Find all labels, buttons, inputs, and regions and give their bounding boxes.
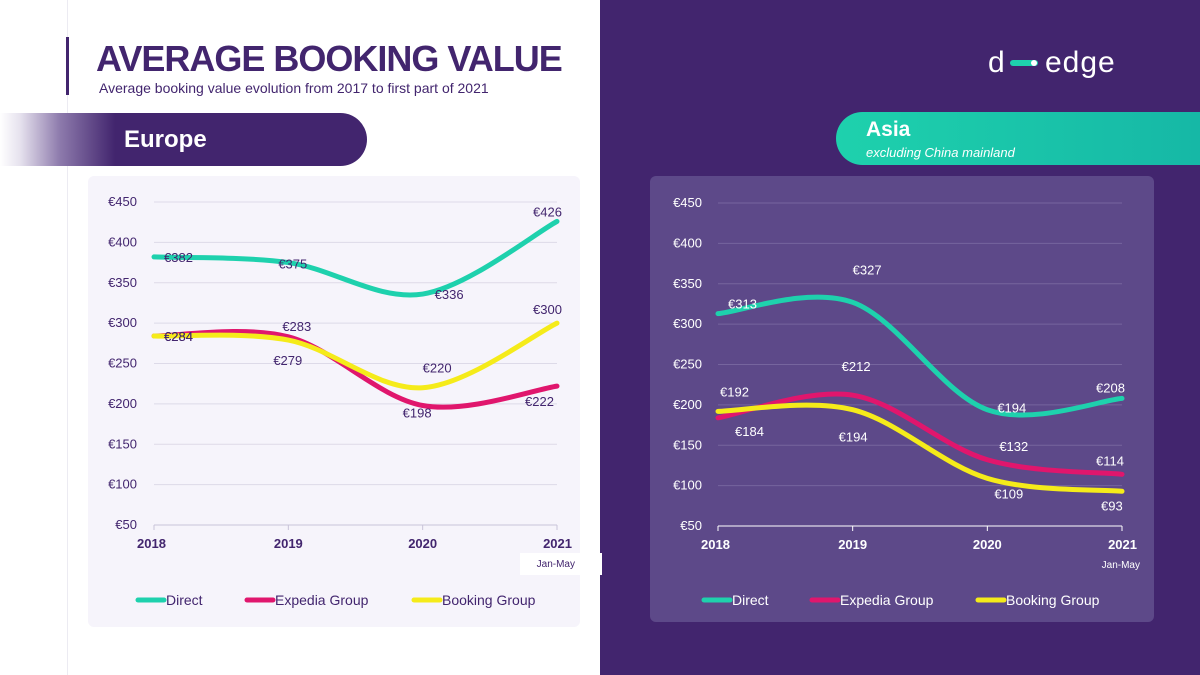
europe-y-tick-label: €400 — [108, 234, 137, 249]
asia-y-tick-label: €400 — [673, 235, 702, 250]
asia-data-label: €313 — [728, 297, 757, 312]
europe-data-label: €198 — [403, 405, 432, 420]
europe-header-band: Europe — [0, 113, 367, 166]
asia-data-label: €109 — [994, 486, 1023, 501]
europe-x-sublabel: Jan-May — [537, 559, 575, 570]
europe-series-line-2 — [151, 320, 560, 391]
europe-x-tick-label: 2018 — [137, 536, 166, 551]
europe-data-label: €426 — [533, 204, 562, 219]
asia-data-label: €194 — [997, 401, 1026, 416]
page-subtitle: Average booking value evolution from 201… — [99, 80, 489, 96]
asia-y-tick-label: €50 — [680, 518, 702, 533]
asia-data-label: €327 — [853, 262, 882, 277]
europe-data-label: €375 — [278, 257, 307, 272]
europe-x-tick-label: 2019 — [274, 536, 303, 551]
asia-legend-label: Direct — [732, 592, 769, 608]
europe-data-label: €220 — [423, 361, 452, 376]
asia-data-label: €184 — [735, 424, 764, 439]
europe-data-label: €279 — [273, 353, 302, 368]
asia-legend-label: Expedia Group — [840, 592, 934, 608]
europe-data-label: €283 — [282, 319, 311, 334]
asia-y-tick-label: €250 — [673, 357, 702, 372]
europe-legend-label: Expedia Group — [275, 592, 369, 608]
europe-y-tick-label: €350 — [108, 275, 137, 290]
asia-region-note: excluding China mainland — [866, 145, 1015, 160]
asia-series-line-1 — [715, 391, 1125, 477]
logo-bar-icon — [1010, 60, 1038, 66]
europe-x-tick-label: 2020 — [408, 536, 437, 551]
asia-data-label: €132 — [999, 439, 1028, 454]
europe-y-tick-label: €200 — [108, 396, 137, 411]
europe-legend-label: Booking Group — [442, 592, 536, 608]
europe-data-label: €284 — [164, 329, 193, 344]
asia-y-tick-label: €150 — [673, 437, 702, 452]
asia-x-tick-label: 2018 — [701, 537, 730, 552]
asia-data-label: €114 — [1096, 453, 1124, 468]
asia-x-tick-label: 2020 — [973, 537, 1002, 552]
europe-chart-panel — [88, 176, 580, 627]
asia-y-tick-label: €450 — [673, 195, 702, 210]
asia-y-tick-label: €350 — [673, 276, 702, 291]
europe-sublabel-backdrop — [520, 553, 602, 575]
asia-series-line-2 — [715, 402, 1125, 494]
europe-y-tick-label: €100 — [108, 477, 137, 492]
left-divider — [67, 0, 68, 675]
europe-y-tick-label: €450 — [108, 194, 137, 209]
asia-y-tick-label: €200 — [673, 397, 702, 412]
asia-y-tick-label: €100 — [673, 478, 702, 493]
asia-data-label: €212 — [842, 359, 871, 374]
asia-x-tick-label: 2021 — [1108, 537, 1137, 552]
europe-region-label: Europe — [124, 126, 207, 153]
logo-dot-icon — [1031, 60, 1037, 66]
europe-data-label: €382 — [164, 250, 193, 265]
asia-data-label: €208 — [1096, 380, 1125, 395]
europe-x-tick-label: 2021 — [543, 536, 572, 551]
europe-data-label: €336 — [435, 287, 464, 302]
asia-chart-panel — [650, 176, 1154, 622]
asia-legend-label: Booking Group — [1006, 592, 1100, 608]
asia-header-band: Asia excluding China mainland — [836, 112, 1200, 165]
europe-data-label: €300 — [533, 302, 562, 317]
asia-data-label: €192 — [720, 384, 749, 399]
logo-word-edge: edge — [1045, 46, 1116, 79]
title-accent-bar — [66, 37, 69, 95]
europe-data-label: €222 — [525, 394, 554, 409]
europe-legend-label: Direct — [166, 592, 203, 608]
asia-region-label: Asia — [866, 118, 911, 141]
asia-data-label: €194 — [839, 430, 868, 445]
europe-data-label: €284 — [164, 329, 193, 344]
asia-x-sublabel: Jan-May — [1102, 560, 1140, 571]
europe-y-tick-label: €250 — [108, 356, 137, 371]
asia-x-tick-label: 2019 — [838, 537, 867, 552]
asia-data-label: €93 — [1101, 498, 1123, 513]
page-title: AVERAGE BOOKING VALUE — [96, 38, 563, 79]
asia-y-tick-label: €300 — [673, 316, 702, 331]
europe-series-line-1 — [151, 329, 560, 410]
europe-y-tick-label: €150 — [108, 436, 137, 451]
europe-y-tick-label: €50 — [115, 517, 137, 532]
dedge-logo: d edge — [988, 46, 1116, 79]
logo-letter-d: d — [988, 46, 1005, 79]
asia-series-line-0 — [715, 294, 1125, 418]
europe-series-line-0 — [151, 218, 560, 298]
europe-y-tick-label: €300 — [108, 315, 137, 330]
